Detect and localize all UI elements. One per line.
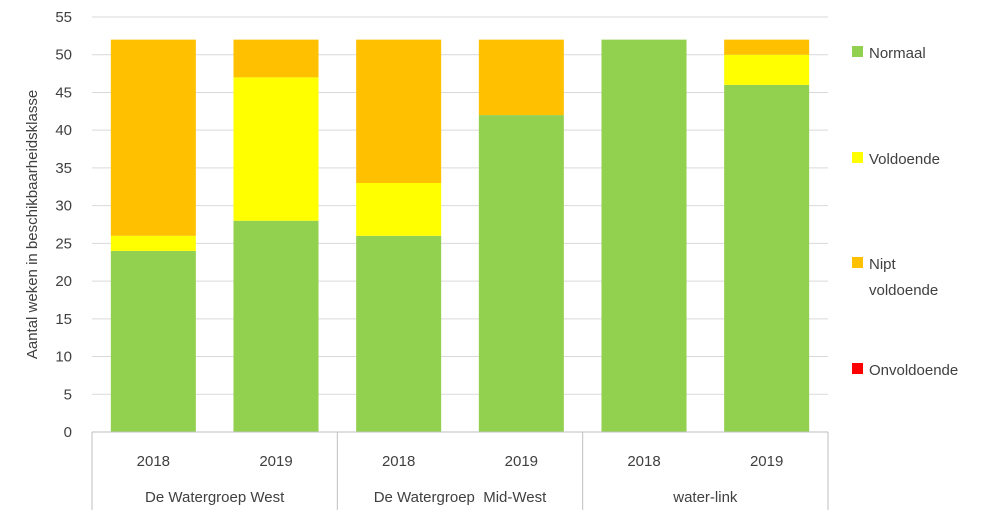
legend-swatch	[852, 46, 863, 57]
bar-segment	[110, 235, 196, 251]
x-tick-label: 2018	[137, 453, 170, 470]
bar-segment	[356, 39, 442, 183]
y-tick-label: 10	[55, 349, 72, 366]
y-tick-label: 50	[55, 47, 72, 64]
x-tick-label: 2019	[259, 453, 292, 470]
bar-segment	[233, 77, 319, 221]
legend-swatch	[852, 152, 863, 163]
y-tick-label: 0	[64, 424, 72, 441]
y-tick-label: 30	[55, 198, 72, 215]
bar-segment	[478, 115, 564, 432]
bar-segment	[356, 235, 442, 432]
legend-label: Nipt	[869, 256, 897, 273]
y-axis-ticks: 0 5 10 15 20 25 30 35 40 45 50 55	[55, 9, 72, 441]
x-group-label: De Watergroep West	[145, 489, 285, 506]
y-tick-label: 20	[55, 273, 72, 290]
y-tick-label: 15	[55, 311, 72, 328]
x-tick-label: 2018	[627, 453, 660, 470]
y-tick-label: 35	[55, 160, 72, 177]
legend: Normaal Voldoende Nipt voldoende Onvoldoende	[852, 45, 958, 379]
bar-segment	[233, 220, 319, 432]
bar-segment	[724, 84, 810, 432]
bar-segment	[478, 39, 564, 116]
gridlines	[92, 16, 828, 433]
y-tick-label: 25	[55, 235, 72, 252]
bar-segment	[110, 250, 196, 432]
bar-segment	[724, 54, 810, 85]
y-tick-label: 45	[55, 84, 72, 101]
legend-swatch	[852, 257, 863, 268]
x-group-label: De Watergroep Mid-West	[374, 489, 547, 506]
y-tick-label: 55	[55, 9, 72, 26]
bar-segment	[724, 39, 810, 55]
x-tick-label: 2019	[505, 453, 538, 470]
legend-label: Voldoende	[869, 151, 940, 168]
x-tick-label: 2019	[750, 453, 783, 470]
y-tick-label: 40	[55, 122, 72, 139]
legend-label: Onvoldoende	[869, 362, 958, 379]
bar-segment	[233, 39, 319, 78]
legend-swatch	[852, 363, 863, 374]
bar-segment	[601, 39, 687, 433]
x-axis: 2018 2019 De Watergroep West 2018 2019 De Wat…	[91, 431, 829, 510]
bar-segment	[356, 183, 442, 236]
bar-segment	[110, 39, 196, 236]
x-group-label: water-link	[672, 489, 738, 506]
bars	[110, 39, 810, 433]
legend-label: voldoende	[869, 282, 938, 299]
y-tick-label: 5	[64, 386, 72, 403]
legend-label: Normaal	[869, 45, 926, 62]
y-axis-title: Aantal weken in beschikbaarheidsklasse	[24, 90, 41, 359]
x-tick-label: 2018	[382, 453, 415, 470]
